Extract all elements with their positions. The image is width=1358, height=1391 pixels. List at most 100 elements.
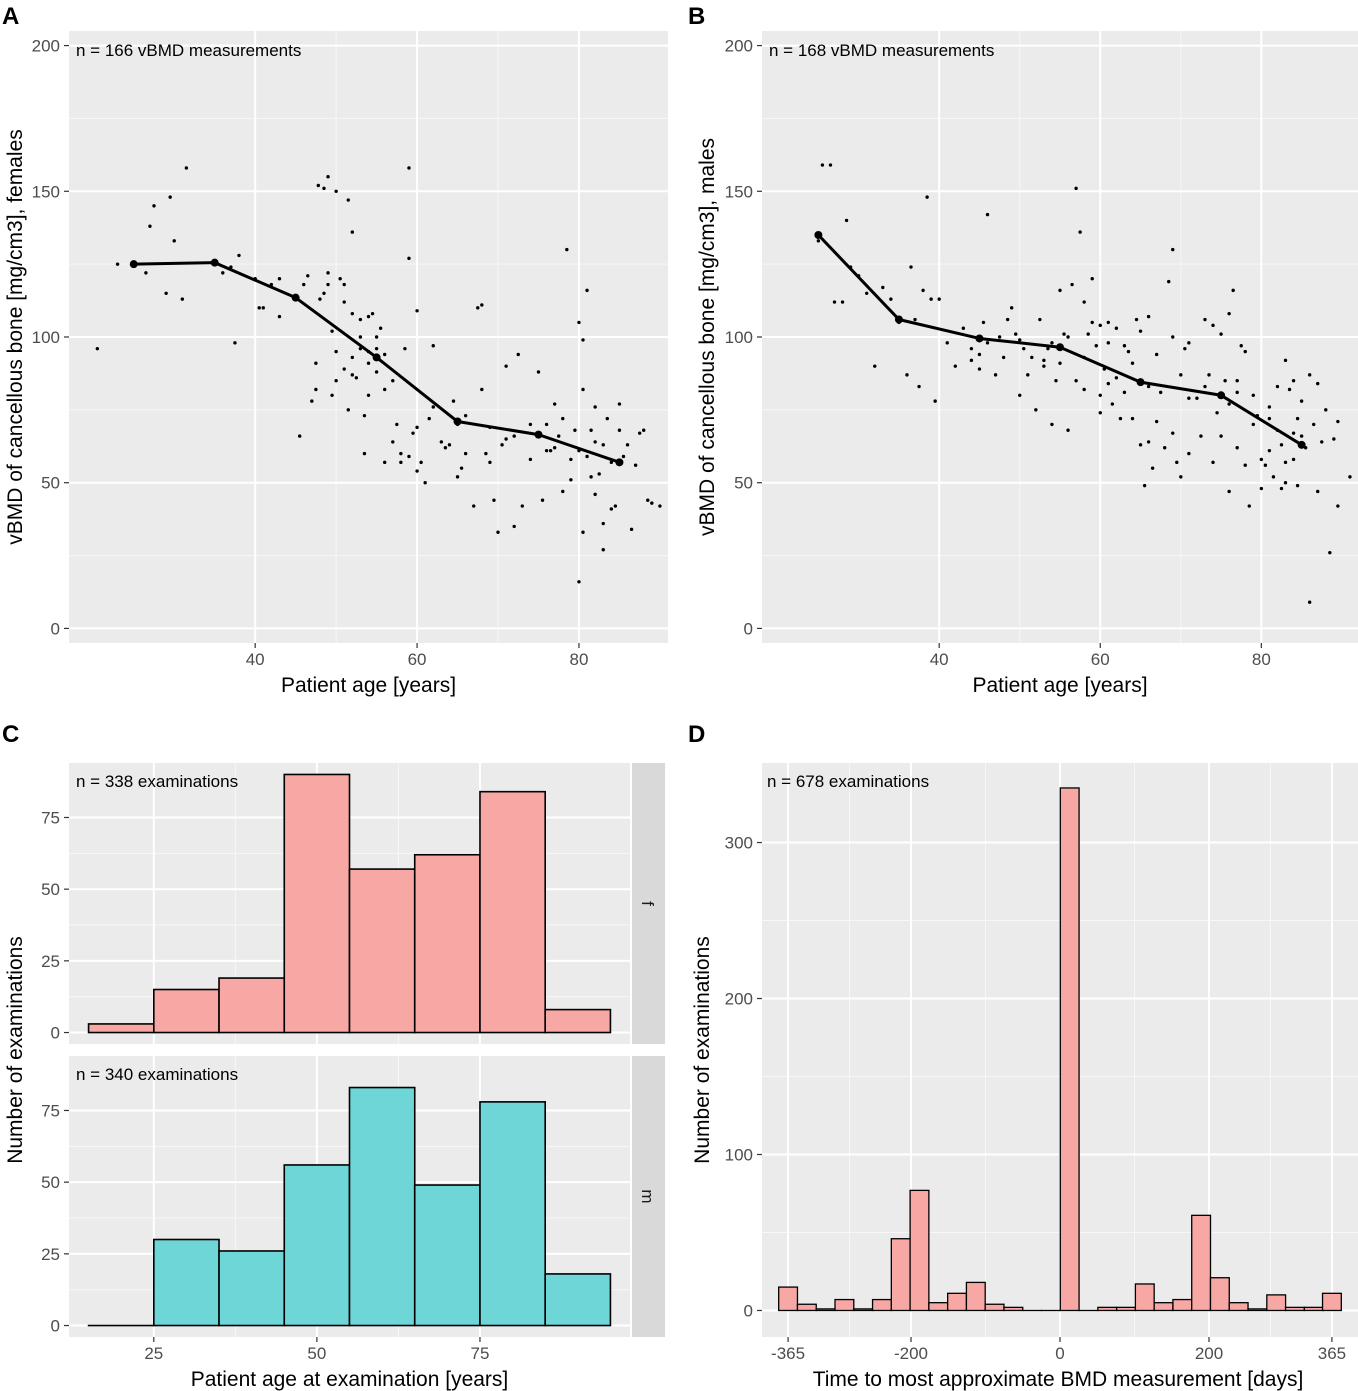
data-point xyxy=(593,405,597,409)
data-point xyxy=(633,463,638,467)
data-point xyxy=(316,183,321,188)
data-point xyxy=(1046,346,1050,351)
data-point xyxy=(431,405,435,409)
facet-strip-label: f xyxy=(638,901,657,906)
data-point xyxy=(629,527,634,532)
data-point xyxy=(1066,335,1070,339)
data-point xyxy=(378,326,383,330)
data-point xyxy=(314,387,318,392)
data-point xyxy=(455,475,460,479)
data-point xyxy=(1034,408,1038,412)
y-axis-title: vBMD of cancellous bone [mg/cm3], males xyxy=(696,138,719,536)
data-point xyxy=(382,387,387,392)
x-tick-label: 200 xyxy=(1195,1344,1223,1363)
trend-point xyxy=(534,430,543,439)
data-point xyxy=(816,239,821,243)
data-point xyxy=(463,451,468,456)
data-point xyxy=(407,454,411,459)
sample-size-annotation: n = 168 vBMD measurements xyxy=(769,41,994,60)
data-point xyxy=(1114,326,1119,330)
data-point xyxy=(1295,416,1300,421)
data-point xyxy=(1074,379,1078,383)
histogram-bar xyxy=(153,988,220,1034)
histogram-bar xyxy=(928,1302,949,1312)
facet-f: n = 338 examinations 0 25 50 75 f xyxy=(41,763,665,1044)
histogram-bar xyxy=(413,1184,481,1327)
data-point xyxy=(637,431,642,435)
sample-size-annotation: n = 340 examinations xyxy=(76,1065,238,1084)
y-tick-label: 0 xyxy=(744,619,753,638)
histogram-bar xyxy=(853,1308,874,1312)
data-point xyxy=(1078,230,1082,234)
y-axis-title: vBMD of cancellous bone [mg/cm3], female… xyxy=(4,129,27,545)
data-point xyxy=(184,166,189,170)
data-point xyxy=(552,446,557,450)
y-axis-title: Number of examinations xyxy=(691,936,714,1164)
data-point xyxy=(925,195,929,199)
histogram-bar xyxy=(283,1164,351,1327)
panel-letter: A xyxy=(2,3,19,30)
data-point xyxy=(573,428,577,432)
histogram-bar xyxy=(413,853,481,1034)
data-point xyxy=(1018,393,1022,397)
y-tick-label: 50 xyxy=(41,1173,60,1192)
y-axis-title: Number of examinations xyxy=(4,936,27,1164)
data-point xyxy=(1030,355,1034,360)
panel-c: Cn = 338 examinations 0 25 50 75 f n = 340 exa… xyxy=(2,721,665,1391)
data-point xyxy=(350,373,355,377)
data-point xyxy=(1316,489,1320,494)
data-point xyxy=(1299,434,1304,438)
data-point xyxy=(1267,448,1272,453)
trend-point xyxy=(1056,343,1064,352)
data-point xyxy=(342,282,346,287)
data-point xyxy=(1086,332,1090,336)
data-point xyxy=(597,472,601,476)
y-tick-label: 200 xyxy=(725,990,753,1009)
data-point xyxy=(1001,355,1006,360)
data-point xyxy=(334,379,338,383)
data-point xyxy=(985,212,990,217)
data-point xyxy=(961,326,966,330)
data-point xyxy=(650,501,654,505)
data-point xyxy=(322,291,326,295)
data-point xyxy=(1042,358,1046,363)
data-point xyxy=(148,224,152,228)
data-point xyxy=(1227,311,1231,316)
data-point xyxy=(1038,317,1042,322)
data-point xyxy=(1211,323,1215,328)
data-point xyxy=(342,367,346,371)
data-point xyxy=(1324,408,1328,412)
data-point xyxy=(1070,282,1074,287)
data-point xyxy=(593,440,597,444)
facet-strip xyxy=(632,1056,665,1337)
data-point xyxy=(1014,332,1018,336)
data-point xyxy=(905,373,909,377)
data-point xyxy=(1171,431,1175,435)
data-point xyxy=(1287,387,1292,392)
data-point xyxy=(1142,483,1147,488)
y-tick-label: 50 xyxy=(41,880,60,899)
trend-point xyxy=(210,258,219,267)
data-point xyxy=(391,440,395,444)
data-point xyxy=(977,352,982,357)
data-point xyxy=(504,437,508,441)
data-point xyxy=(601,443,605,447)
histogram-bar xyxy=(1172,1298,1193,1312)
data-point xyxy=(1138,329,1143,333)
data-point xyxy=(1154,352,1159,357)
data-point xyxy=(1066,428,1070,432)
data-point xyxy=(1328,550,1332,555)
data-point xyxy=(427,416,431,421)
data-point xyxy=(840,300,845,304)
histogram-bar xyxy=(1134,1283,1155,1312)
data-point xyxy=(374,370,379,374)
histogram-bar xyxy=(796,1303,817,1312)
data-point xyxy=(1320,440,1324,444)
data-point xyxy=(969,358,974,363)
data-point xyxy=(1203,384,1207,389)
data-point xyxy=(1187,341,1191,345)
data-point xyxy=(613,504,618,508)
data-point xyxy=(221,271,225,275)
data-point xyxy=(1082,387,1086,392)
x-tick-label: 25 xyxy=(144,1344,163,1363)
